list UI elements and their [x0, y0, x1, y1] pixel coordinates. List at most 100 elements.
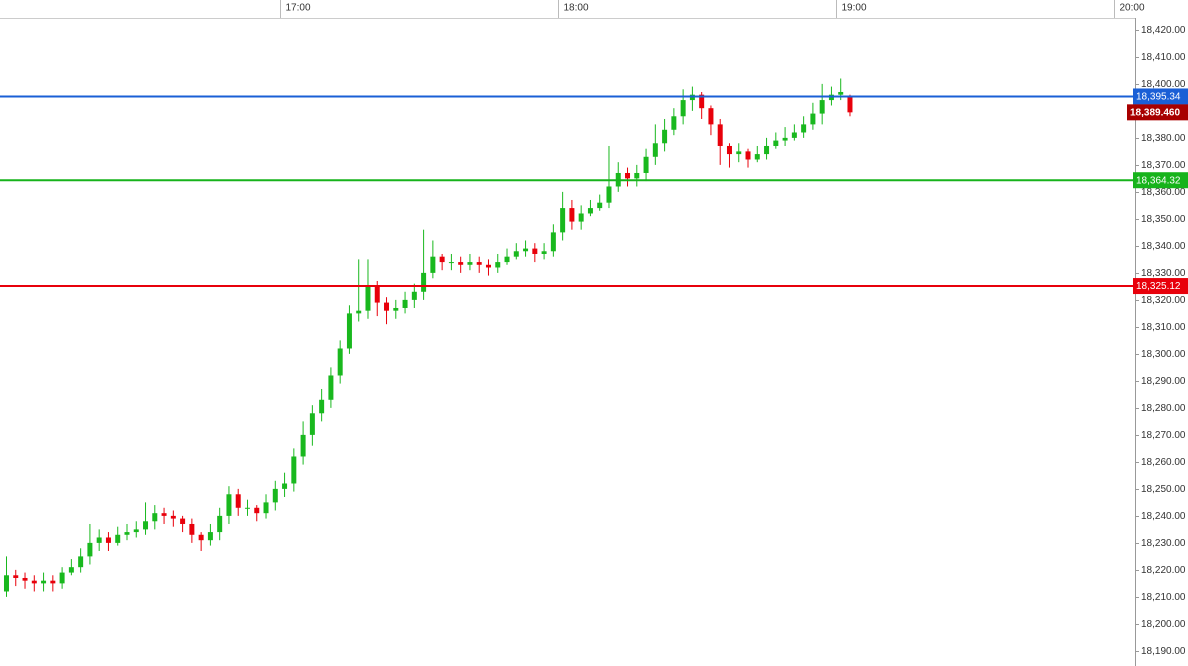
candle-body — [384, 302, 390, 311]
candle-body — [764, 145, 770, 155]
candle-body — [569, 208, 575, 222]
candle-body — [180, 518, 186, 524]
y-tick-label: 18,410.00 — [1141, 52, 1186, 63]
candle-body — [244, 507, 250, 509]
candle-body — [411, 291, 417, 300]
candle-body — [801, 124, 807, 133]
y-tick-label: 18,280.00 — [1141, 403, 1186, 414]
candle-body — [680, 100, 686, 117]
y-tick-label: 18,310.00 — [1141, 322, 1186, 333]
y-tick-label: 18,290.00 — [1141, 376, 1186, 387]
y-tick-label: 18,240.00 — [1141, 511, 1186, 522]
y-tick-label: 18,300.00 — [1141, 349, 1186, 360]
candle-body — [448, 262, 454, 264]
candle-body — [337, 348, 343, 376]
candle-body — [847, 97, 853, 113]
y-tick-label: 18,350.00 — [1141, 214, 1186, 225]
candle-body — [754, 154, 760, 160]
candle-body — [458, 262, 464, 265]
candle-body — [523, 248, 529, 252]
candle-body — [50, 580, 56, 584]
level-label: 18,395.34 — [1136, 92, 1181, 103]
candle-body — [671, 116, 677, 130]
candle-body — [133, 529, 139, 533]
candle-body — [393, 307, 399, 311]
y-tick-label: 18,250.00 — [1141, 484, 1186, 495]
candle-body — [726, 145, 732, 155]
candle-body — [291, 456, 297, 484]
candle-body — [634, 172, 640, 179]
candle-body — [708, 108, 714, 125]
candle-body — [819, 100, 825, 114]
candle-body — [736, 151, 742, 155]
candle-body — [606, 186, 612, 203]
y-tick-label: 18,270.00 — [1141, 430, 1186, 441]
y-tick-label: 18,420.00 — [1141, 25, 1186, 36]
candle-body — [597, 202, 603, 209]
candle-body — [421, 272, 427, 292]
y-tick-label: 18,190.00 — [1141, 646, 1186, 657]
candle-body — [374, 286, 380, 303]
last-price-label: 18,389.460 — [1130, 107, 1180, 118]
candle-body — [810, 113, 816, 125]
candle-body — [226, 494, 232, 516]
level-label-box — [1133, 88, 1188, 105]
candle-body — [207, 532, 213, 541]
candle-body — [161, 513, 167, 516]
candle-body — [189, 523, 195, 535]
y-tick-label: 18,320.00 — [1141, 295, 1186, 306]
candle-body — [439, 256, 445, 263]
y-tick-label: 18,230.00 — [1141, 538, 1186, 549]
candle-body — [22, 577, 28, 581]
candle-body — [662, 129, 668, 144]
y-tick-label: 18,400.00 — [1141, 79, 1186, 90]
candle-body — [3, 575, 9, 592]
y-tick-label: 18,210.00 — [1141, 592, 1186, 603]
y-tick-label: 18,220.00 — [1141, 565, 1186, 576]
x-tick-label: 18:00 — [564, 3, 589, 14]
candle-body — [143, 521, 149, 530]
candle-body — [87, 542, 93, 557]
candle-body — [115, 534, 121, 543]
candle-body — [31, 580, 37, 584]
candle-body — [625, 172, 631, 179]
candle-body — [346, 313, 352, 349]
y-tick-label: 18,200.00 — [1141, 619, 1186, 630]
candle-body — [402, 299, 408, 308]
level-label-box — [1133, 172, 1188, 189]
candle-body — [263, 502, 269, 514]
y-tick-label: 18,370.00 — [1141, 160, 1186, 171]
x-tick-label: 19:00 — [842, 3, 867, 14]
level-label: 18,364.32 — [1136, 175, 1181, 186]
candle-body — [198, 534, 204, 541]
y-tick-label: 18,360.00 — [1141, 187, 1186, 198]
candle-body — [838, 91, 844, 95]
candle-body — [504, 256, 510, 263]
x-tick-label: 17:00 — [286, 3, 311, 14]
y-tick-label: 18,380.00 — [1141, 133, 1186, 144]
candle-body — [124, 532, 130, 535]
candle-body — [782, 137, 788, 141]
candle-body — [643, 156, 649, 173]
candle-body — [745, 151, 751, 160]
candle-body — [272, 488, 278, 503]
candle-body — [319, 399, 325, 414]
y-tick-label: 18,340.00 — [1141, 241, 1186, 252]
candle-body — [532, 248, 538, 254]
y-tick-label: 18,330.00 — [1141, 268, 1186, 279]
candle-body — [300, 434, 306, 457]
level-label: 18,325.12 — [1136, 281, 1181, 292]
candle-body — [68, 567, 74, 573]
y-tick-label: 18,260.00 — [1141, 457, 1186, 468]
candle-body — [578, 213, 584, 222]
candle-body — [152, 513, 158, 522]
candle-body — [430, 256, 436, 273]
candle-body — [652, 143, 658, 157]
candle-body — [587, 208, 593, 214]
candle-body — [773, 140, 779, 146]
candle-body — [495, 262, 501, 268]
candle-body — [13, 575, 19, 578]
candle-body — [282, 483, 288, 489]
